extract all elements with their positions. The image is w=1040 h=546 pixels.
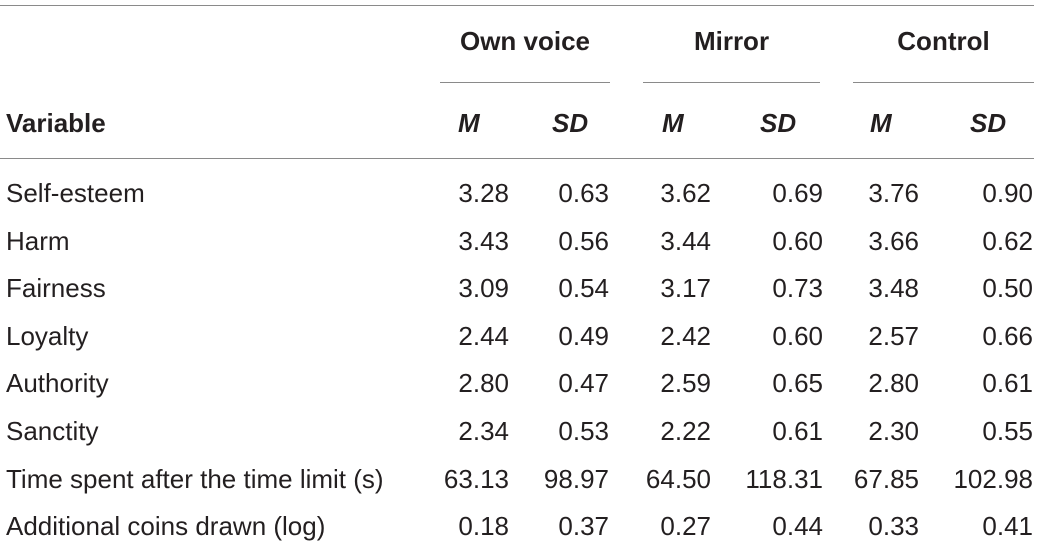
table-cell: 0.61: [982, 368, 1033, 398]
table-cell: 63.13: [443, 464, 509, 494]
table-cell: 3.09: [458, 273, 509, 303]
table-cell: 2.80: [868, 368, 919, 398]
table-cell: 0.41: [982, 511, 1033, 541]
group-rule-control: [853, 82, 1034, 83]
table-cell: 2.80: [458, 368, 509, 398]
table-cell: 0.60: [772, 321, 823, 351]
table-cell: 64.50: [645, 464, 711, 494]
table-cell: 0.49: [558, 321, 609, 351]
table-cell: 0.69: [772, 178, 823, 208]
table-cell: 98.97: [543, 464, 609, 494]
table-cell: 0.53: [558, 416, 609, 446]
table-cell: 2.59: [660, 368, 711, 398]
table-cell: 2.22: [660, 416, 711, 446]
table-cell: 67.85: [853, 464, 919, 494]
row-label: Self-esteem: [6, 178, 145, 208]
table-cell: 118.31: [745, 464, 823, 494]
table-cell: 102.98: [953, 464, 1033, 494]
col-header-sd-mirror: SD: [760, 108, 797, 138]
table-cell: 3.66: [868, 226, 919, 256]
col-header-m-own-voice: M: [458, 108, 480, 138]
table-cell: 2.30: [868, 416, 919, 446]
table-cell: 0.62: [982, 226, 1033, 256]
table-cell: 0.56: [558, 226, 609, 256]
table-cell: 0.37: [558, 511, 609, 541]
table-cell: 3.62: [660, 178, 711, 208]
table-cell: 0.65: [772, 368, 823, 398]
row-label: Loyalty: [6, 321, 89, 351]
row-label: Time spent after the time limit (s): [6, 464, 384, 494]
col-header-sd-control: SD: [970, 108, 1007, 138]
table-cell: 3.28: [458, 178, 509, 208]
table-cell: 0.18: [458, 511, 509, 541]
row-label: Additional coins drawn (log): [6, 511, 326, 541]
table-cell: 0.66: [982, 321, 1033, 351]
col-header-sd-own-voice: SD: [552, 108, 589, 138]
table-cell: 3.17: [660, 273, 711, 303]
table-cell: 0.47: [558, 368, 609, 398]
group-header-own-voice: Own voice: [459, 26, 591, 56]
col-header-m-mirror: M: [662, 108, 684, 138]
table-cell: 2.34: [458, 416, 509, 446]
table-cell: 0.27: [660, 511, 711, 541]
row-label: Authority: [6, 368, 109, 398]
table-cell: 2.57: [868, 321, 919, 351]
header-rule: [0, 158, 1034, 159]
table-cell: 0.54: [558, 273, 609, 303]
table-cell: 0.73: [772, 273, 823, 303]
table-cell: 3.43: [458, 226, 509, 256]
variable-header: Variable: [6, 108, 106, 138]
table-cell: 0.44: [772, 511, 823, 541]
table-cell: 3.48: [868, 273, 919, 303]
group-header-mirror: Mirror: [693, 26, 770, 56]
row-label: Sanctity: [6, 416, 99, 446]
group-rule-own-voice: [440, 82, 610, 83]
table-cell: 0.61: [772, 416, 823, 446]
group-header-control: Control: [897, 26, 990, 56]
table-cell: 0.60: [772, 226, 823, 256]
table-cell: 0.55: [982, 416, 1033, 446]
table-cell: 2.44: [458, 321, 509, 351]
table-cell: 0.90: [982, 178, 1033, 208]
table-cell: 0.33: [868, 511, 919, 541]
row-label: Harm: [6, 226, 70, 256]
table-cell: 3.44: [660, 226, 711, 256]
table-cell: 2.42: [660, 321, 711, 351]
top-rule: [0, 5, 1034, 6]
row-label: Fairness: [6, 273, 106, 303]
group-rule-mirror: [643, 82, 820, 83]
col-header-m-control: M: [870, 108, 892, 138]
table-cell: 0.50: [982, 273, 1033, 303]
table-cell: 3.76: [868, 178, 919, 208]
table-cell: 0.63: [558, 178, 609, 208]
